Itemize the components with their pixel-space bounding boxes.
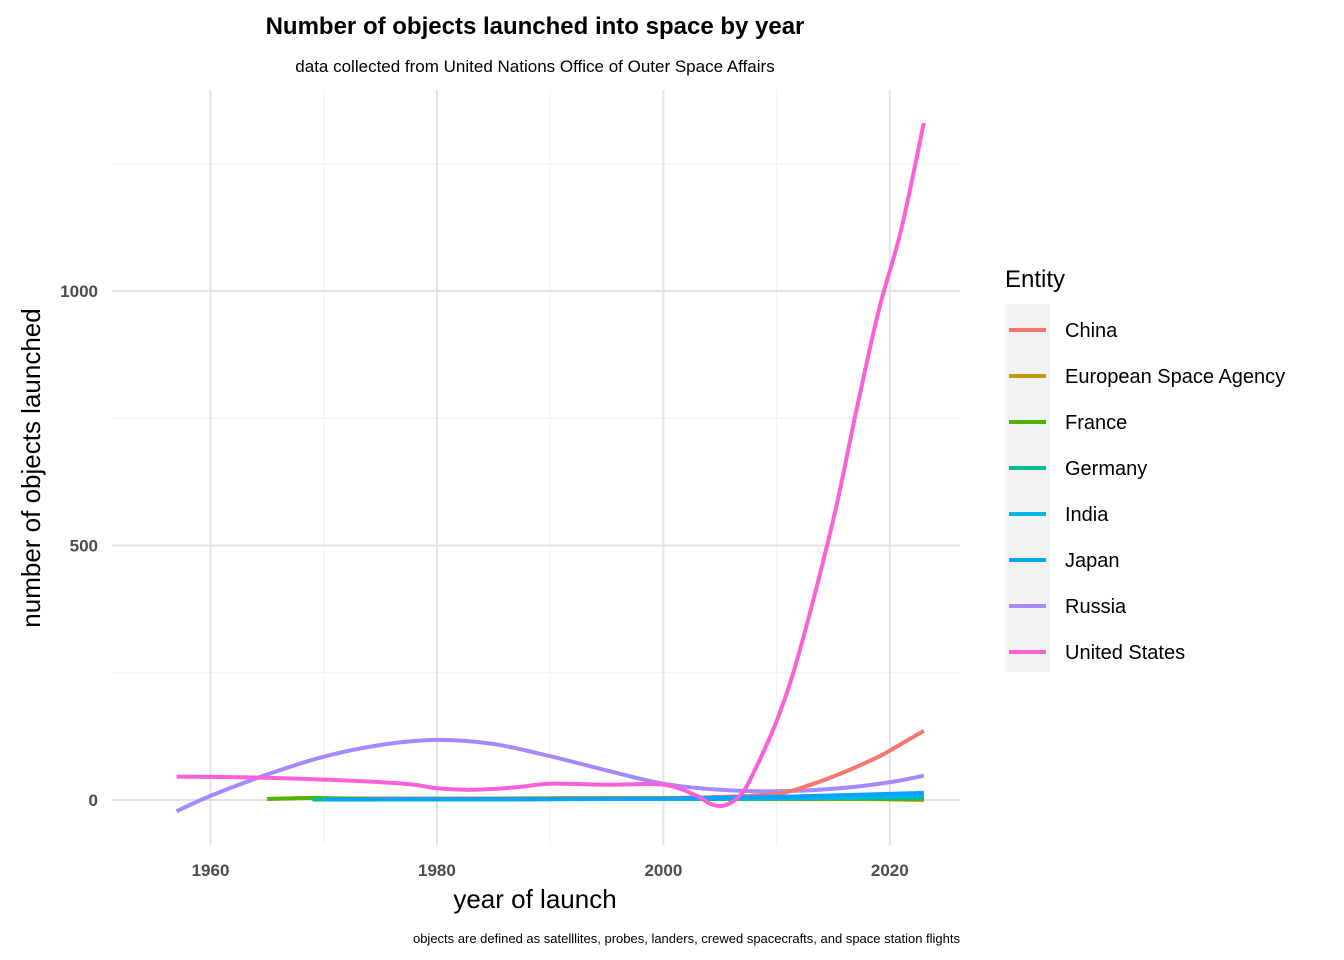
x-axis-title: year of launch: [453, 884, 616, 914]
x-tick-label: 2020: [871, 861, 909, 880]
y-tick-label: 0: [89, 791, 98, 810]
legend-label-japan: Japan: [1065, 550, 1120, 572]
legend-label-france: France: [1065, 412, 1127, 434]
chart-subtitle: data collected from United Nations Offic…: [295, 57, 774, 76]
y-tick-label: 500: [70, 537, 98, 556]
grid: [112, 90, 960, 845]
x-tick-label: 1980: [418, 861, 456, 880]
legend-key-background: [1005, 304, 1050, 672]
legend-label-european-space-agency: European Space Agency: [1065, 366, 1285, 388]
x-tick-label: 1960: [192, 861, 230, 880]
legend-label-india: India: [1065, 504, 1109, 526]
x-tick-label: 2000: [644, 861, 682, 880]
series-line-united-states: [176, 122, 926, 809]
series-layer: [175, 122, 926, 814]
axis-ticks: 1960 1980 2000 2020 0 500 1000: [60, 282, 909, 880]
chart-title: Number of objects launched into space by…: [266, 13, 805, 40]
legend-title: Entity: [1005, 266, 1065, 293]
y-tick-label: 1000: [60, 282, 98, 301]
chart-caption: objects are defined as satelllites, prob…: [413, 931, 961, 946]
legend-label-china: China: [1065, 320, 1118, 342]
y-axis-title: number of objects launched: [16, 308, 46, 627]
series-line-russia: [175, 737, 925, 814]
legend: Entity China European Space Agency France G…: [1005, 266, 1285, 672]
legend-label-russia: Russia: [1065, 596, 1127, 618]
series-line-japan: [323, 790, 924, 802]
legend-label-united-states: United States: [1065, 642, 1185, 664]
legend-label-germany: Germany: [1065, 458, 1147, 480]
